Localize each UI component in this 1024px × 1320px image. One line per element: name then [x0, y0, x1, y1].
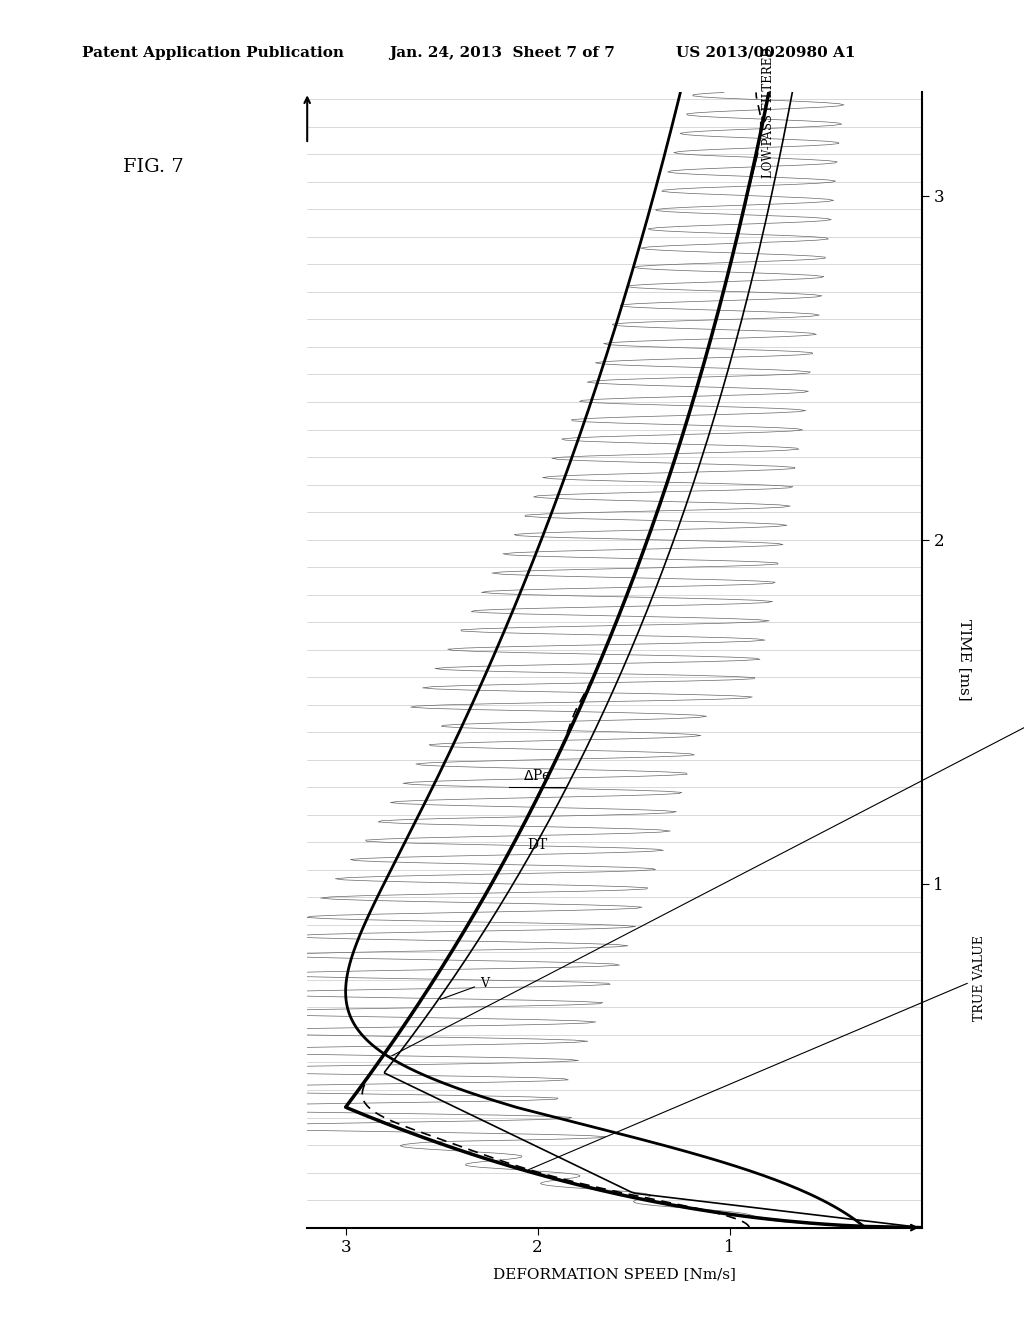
Text: V: V — [440, 977, 489, 999]
X-axis label: DEFORMATION SPEED [Nm/s]: DEFORMATION SPEED [Nm/s] — [493, 1267, 736, 1282]
Text: Jan. 24, 2013  Sheet 7 of 7: Jan. 24, 2013 Sheet 7 of 7 — [389, 46, 615, 59]
Text: Patent Application Publication: Patent Application Publication — [82, 46, 344, 59]
Text: $\Delta$Pe: $\Delta$Pe — [523, 768, 552, 783]
Text: US 2013/0020980 A1: US 2013/0020980 A1 — [676, 46, 855, 59]
Text: DT: DT — [527, 838, 548, 853]
Text: TRUE VALUE: TRUE VALUE — [528, 936, 986, 1170]
Text: LOW-PASS FILTERED: LOW-PASS FILTERED — [731, 48, 774, 259]
Text: Ve(LEAST SQUARES APPROXIMATION): Ve(LEAST SQUARES APPROXIMATION) — [392, 587, 1024, 1056]
Text: FIG. 7: FIG. 7 — [123, 157, 183, 176]
Y-axis label: TIME [ms]: TIME [ms] — [957, 619, 972, 701]
